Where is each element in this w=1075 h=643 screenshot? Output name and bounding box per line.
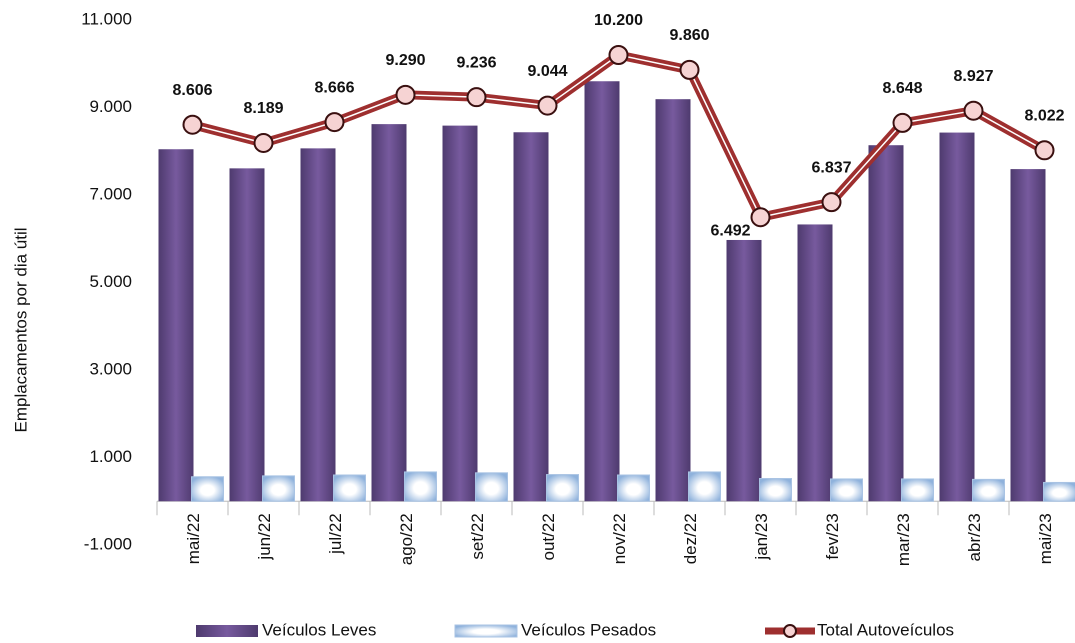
y-tick-label: 11.000: [81, 9, 132, 28]
x-tick-label: mai/22: [184, 513, 203, 564]
bar: [972, 478, 1005, 502]
y-tick-label: 1.000: [89, 447, 132, 466]
y-axis-title: Emplacamentos por dia útil: [11, 227, 30, 432]
y-tick-label: 3.000: [89, 359, 132, 378]
x-tick-label: ago/22: [397, 513, 416, 565]
bar: [759, 478, 792, 502]
bar: [300, 148, 336, 502]
x-tick-label: jan/23: [752, 513, 771, 560]
marker: [395, 84, 416, 105]
x-tick-label: out/22: [539, 513, 558, 560]
data-label: 9.236: [456, 54, 496, 71]
data-label: 10.200: [594, 12, 643, 29]
x-tick-label: set/22: [468, 513, 487, 559]
bar: [191, 476, 224, 502]
marker: [892, 112, 913, 133]
bar: [1043, 481, 1075, 502]
marker: [679, 59, 700, 80]
marker: [466, 87, 487, 108]
x-tick-label: nov/22: [610, 513, 629, 564]
bar: [333, 474, 366, 502]
marker: [324, 112, 345, 133]
legend-marker: [783, 624, 797, 638]
bar: [546, 474, 579, 502]
data-label: 6.492: [710, 222, 750, 239]
x-tick-label: mar/23: [894, 513, 913, 566]
bar: [404, 471, 437, 502]
y-tick-label: 5.000: [89, 272, 132, 291]
legend-swatch: [454, 624, 518, 638]
data-label: 8.189: [243, 100, 283, 117]
x-tick-label: mai/23: [1036, 513, 1055, 564]
data-label: 8.927: [953, 68, 993, 85]
marker: [821, 192, 842, 213]
marker: [963, 100, 984, 121]
legend-label: Veículos Pesados: [521, 620, 656, 639]
bar: [726, 239, 762, 502]
bar: [655, 99, 691, 502]
bar: [158, 149, 194, 502]
bar: [513, 132, 549, 502]
marker: [182, 114, 203, 135]
data-label: 8.022: [1024, 108, 1064, 125]
data-label: 9.290: [385, 52, 425, 69]
marker: [608, 45, 629, 65]
bar: [901, 478, 934, 502]
bar: [797, 224, 833, 502]
marker: [537, 95, 558, 116]
bar: [475, 472, 508, 502]
bar: [688, 471, 721, 502]
x-tick-label: abr/23: [965, 513, 984, 561]
legend-label: Veículos Leves: [262, 620, 376, 639]
bar: [1010, 169, 1046, 502]
data-label: 6.837: [811, 159, 851, 176]
marker: [1034, 140, 1055, 161]
x-tick-label: dez/22: [681, 513, 700, 564]
x-tick-label: jul/22: [326, 513, 345, 555]
y-tick-label: 9.000: [89, 97, 132, 116]
legend-swatch: [196, 625, 258, 637]
data-label: 8.666: [314, 79, 354, 96]
bar: [868, 145, 904, 502]
marker: [253, 132, 274, 153]
data-label: 9.860: [669, 27, 709, 44]
bar: [262, 475, 295, 502]
x-tick-label: fev/23: [823, 513, 842, 559]
y-tick-label: -1.000: [84, 534, 132, 553]
marker: [750, 207, 771, 228]
data-label: 8.606: [172, 82, 212, 99]
bar: [584, 81, 620, 502]
data-label: 8.648: [882, 80, 922, 97]
y-tick-label: 7.000: [89, 184, 132, 203]
bar: [371, 124, 407, 502]
bar: [830, 478, 863, 502]
data-label: 9.044: [527, 63, 567, 80]
bar: [617, 474, 650, 502]
bar: [442, 125, 478, 502]
legend-label: Total Autoveículos: [817, 620, 954, 639]
bar: [939, 132, 975, 502]
bar: [229, 168, 265, 502]
x-tick-label: jun/22: [255, 513, 274, 560]
